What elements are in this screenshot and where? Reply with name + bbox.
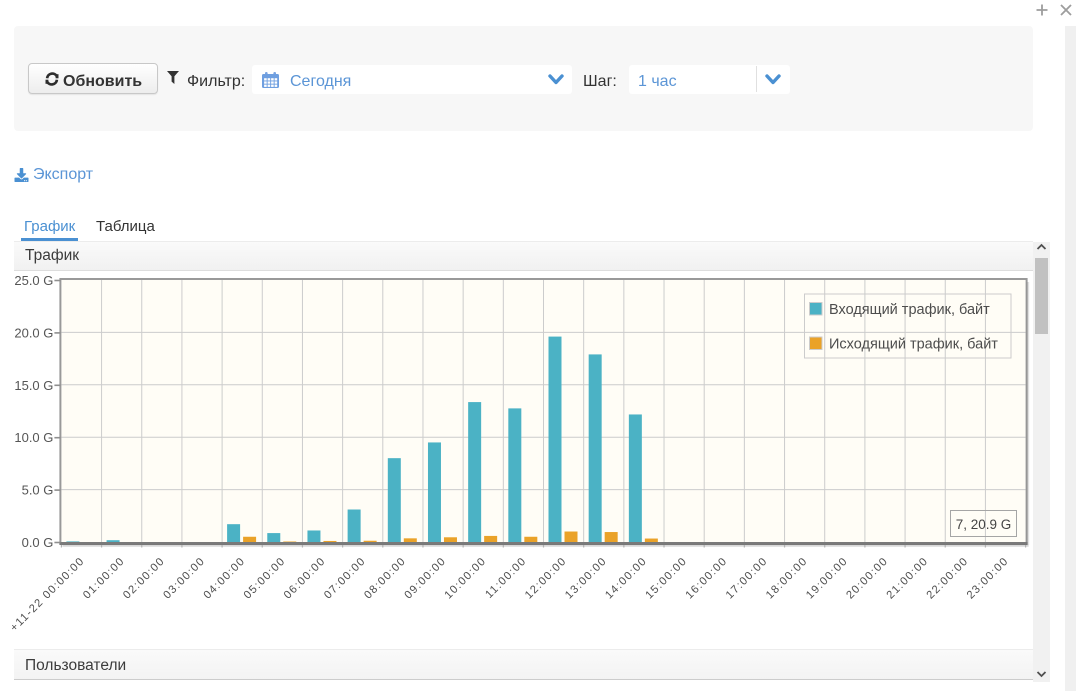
svg-text:23:00:00: 23:00:00 [965, 555, 1011, 601]
svg-text:10:00:00: 10:00:00 [442, 555, 488, 601]
svg-text:12:00:00: 12:00:00 [523, 555, 569, 601]
svg-text:05:00:00: 05:00:00 [242, 555, 288, 601]
svg-text:09:00:00: 09:00:00 [402, 555, 448, 601]
svg-text:16:00:00: 16:00:00 [684, 555, 730, 601]
svg-text:14:00:00: 14:00:00 [603, 555, 649, 601]
svg-text:10.0 G: 10.0 G [14, 430, 53, 445]
svg-text:Входящий трафик, байт: Входящий трафик, байт [829, 302, 990, 318]
svg-text:18:00:00: 18:00:00 [764, 555, 810, 601]
svg-text:22:00:00: 22:00:00 [925, 555, 971, 601]
svg-text:15:00:00: 15:00:00 [643, 555, 689, 601]
svg-text:11:00:00: 11:00:00 [483, 555, 529, 601]
svg-text:17:00:00: 17:00:00 [724, 555, 770, 601]
svg-text:5.0 G: 5.0 G [22, 483, 54, 498]
svg-text:06:00:00: 06:00:00 [282, 555, 328, 601]
svg-text:20.0 G: 20.0 G [14, 325, 53, 340]
svg-text:01:00:00: 01:00:00 [81, 555, 127, 601]
svg-text:+11-22 00:00:00: +11-22 00:00:00 [8, 555, 87, 634]
svg-text:08:00:00: 08:00:00 [362, 555, 408, 601]
svg-text:25.0 G: 25.0 G [14, 273, 53, 288]
svg-text:03:00:00: 03:00:00 [161, 555, 207, 601]
svg-text:0.0 G: 0.0 G [22, 535, 54, 550]
svg-text:15.0 G: 15.0 G [14, 378, 53, 393]
svg-text:20:00:00: 20:00:00 [844, 555, 890, 601]
svg-text:7, 20.9 G: 7, 20.9 G [956, 517, 1012, 532]
svg-text:02:00:00: 02:00:00 [121, 555, 167, 601]
svg-text:Исходящий трафик, байт: Исходящий трафик, байт [829, 337, 998, 353]
svg-text:21:00:00: 21:00:00 [884, 555, 930, 601]
svg-text:07:00:00: 07:00:00 [322, 555, 368, 601]
svg-text:04:00:00: 04:00:00 [201, 555, 247, 601]
svg-text:19:00:00: 19:00:00 [804, 555, 850, 601]
svg-text:13:00:00: 13:00:00 [563, 555, 609, 601]
